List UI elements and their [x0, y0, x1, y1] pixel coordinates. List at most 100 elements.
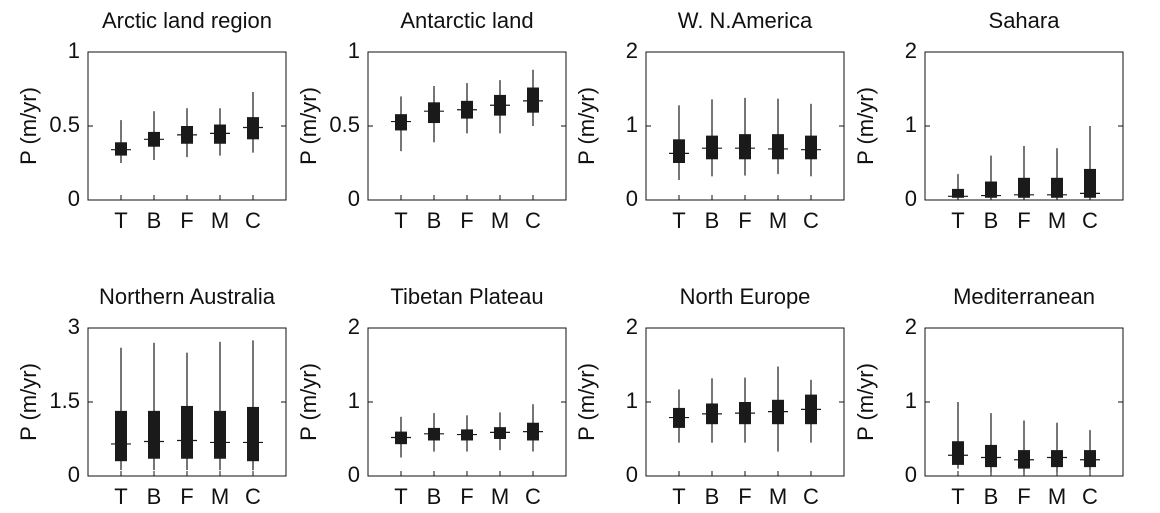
- x-tick-label: T: [951, 208, 964, 233]
- panel-title: North Europe: [680, 284, 811, 309]
- x-tick-label: B: [427, 208, 442, 233]
- box: [1051, 450, 1063, 468]
- box: [1084, 168, 1096, 198]
- x-tick-label: M: [1048, 484, 1066, 509]
- box: [1084, 450, 1096, 468]
- x-tick-label: M: [769, 208, 787, 233]
- box: [494, 427, 506, 439]
- panel: Mediterranean P (m/yr) 0 1 2 T B F M C: [853, 284, 1124, 509]
- x-tick-label: M: [491, 484, 509, 509]
- y-axis-label: P (m/yr): [574, 87, 599, 165]
- x-tick-label: T: [672, 484, 685, 509]
- panel-title: Antarctic land: [400, 8, 533, 33]
- x-tick-label: F: [738, 208, 751, 233]
- y-tick-label: 0: [905, 186, 917, 211]
- x-tick-label: C: [245, 484, 261, 509]
- axes-frame: [924, 327, 1124, 477]
- box: [428, 102, 440, 124]
- box: [247, 117, 259, 140]
- x-tick-label: M: [769, 484, 787, 509]
- x-tick-label: F: [738, 484, 751, 509]
- x-tick-label: M: [1048, 208, 1066, 233]
- x-tick-label: C: [1082, 484, 1098, 509]
- y-axis-label: P (m/yr): [853, 363, 878, 441]
- panel: North Europe P (m/yr) 0 1 2 T B F M C: [574, 284, 845, 509]
- axes-frame: [367, 327, 567, 477]
- panel-title: Northern Australia: [99, 284, 276, 309]
- y-tick-label: 2: [626, 314, 638, 339]
- x-tick-label: M: [211, 208, 229, 233]
- x-tick-label: B: [427, 484, 442, 509]
- axes-frame: [87, 327, 287, 477]
- x-tick-label: C: [525, 208, 541, 233]
- panel: Sahara P (m/yr) 0 1 2 T B F M C: [853, 8, 1124, 233]
- panel: Tibetan Plateau P (m/yr) 0 1 2 T B F M C: [296, 284, 567, 509]
- x-tick-label: M: [211, 484, 229, 509]
- box: [952, 441, 964, 465]
- y-tick-label: 0: [626, 186, 638, 211]
- x-tick-label: F: [180, 208, 193, 233]
- box: [395, 114, 407, 131]
- x-tick-label: B: [147, 208, 162, 233]
- y-axis-label: P (m/yr): [296, 363, 321, 441]
- y-tick-label: 0: [68, 462, 80, 487]
- x-tick-label: T: [951, 484, 964, 509]
- box: [181, 405, 193, 459]
- x-tick-label: F: [460, 484, 473, 509]
- y-tick-label: 0: [348, 462, 360, 487]
- axes-frame: [924, 51, 1124, 201]
- box: [115, 410, 127, 462]
- box: [805, 135, 817, 160]
- y-axis-label: P (m/yr): [16, 87, 41, 165]
- box: [985, 444, 997, 468]
- panel: W. N.America P (m/yr) 0 1 2 T B F M C: [574, 8, 845, 233]
- y-tick-label: 0: [348, 186, 360, 211]
- x-tick-label: B: [984, 208, 999, 233]
- box: [115, 142, 127, 156]
- x-tick-label: C: [525, 484, 541, 509]
- panel: Antarctic land P (m/yr) 0 0.5 1 T B F M C: [296, 8, 567, 233]
- box: [739, 134, 751, 160]
- box: [772, 134, 784, 160]
- y-tick-label: 0.5: [49, 112, 80, 137]
- x-tick-label: C: [803, 484, 819, 509]
- box: [247, 406, 259, 462]
- panel: Northern Australia P (m/yr) 0 1.5 3 T B F M C: [16, 284, 287, 509]
- box: [985, 181, 997, 198]
- y-tick-label: 0: [68, 186, 80, 211]
- x-tick-label: M: [491, 208, 509, 233]
- y-axis-label: P (m/yr): [574, 363, 599, 441]
- box: [673, 139, 685, 163]
- y-tick-label: 1: [905, 112, 917, 137]
- y-axis-label: P (m/yr): [853, 87, 878, 165]
- x-tick-label: F: [1017, 208, 1030, 233]
- y-tick-label: 2: [348, 314, 360, 339]
- box: [1051, 177, 1063, 198]
- y-axis-label: P (m/yr): [296, 87, 321, 165]
- x-tick-label: B: [984, 484, 999, 509]
- x-tick-label: T: [114, 208, 127, 233]
- axes-frame: [367, 51, 567, 201]
- box: [952, 188, 964, 198]
- axes-frame: [645, 327, 845, 477]
- x-tick-label: B: [705, 208, 720, 233]
- y-tick-label: 1: [626, 112, 638, 137]
- box: [1018, 177, 1030, 198]
- y-tick-label: 1: [348, 388, 360, 413]
- y-tick-label: 2: [905, 38, 917, 63]
- y-tick-label: 1: [348, 38, 360, 63]
- x-tick-label: F: [460, 208, 473, 233]
- y-tick-label: 0: [626, 462, 638, 487]
- x-tick-label: B: [147, 484, 162, 509]
- x-tick-label: T: [394, 208, 407, 233]
- y-tick-label: 2: [626, 38, 638, 63]
- x-tick-label: T: [114, 484, 127, 509]
- x-tick-label: C: [245, 208, 261, 233]
- x-tick-label: F: [1017, 484, 1030, 509]
- x-tick-label: T: [672, 208, 685, 233]
- y-tick-label: 1: [68, 38, 80, 63]
- panel-title: Sahara: [989, 8, 1061, 33]
- x-tick-label: F: [180, 484, 193, 509]
